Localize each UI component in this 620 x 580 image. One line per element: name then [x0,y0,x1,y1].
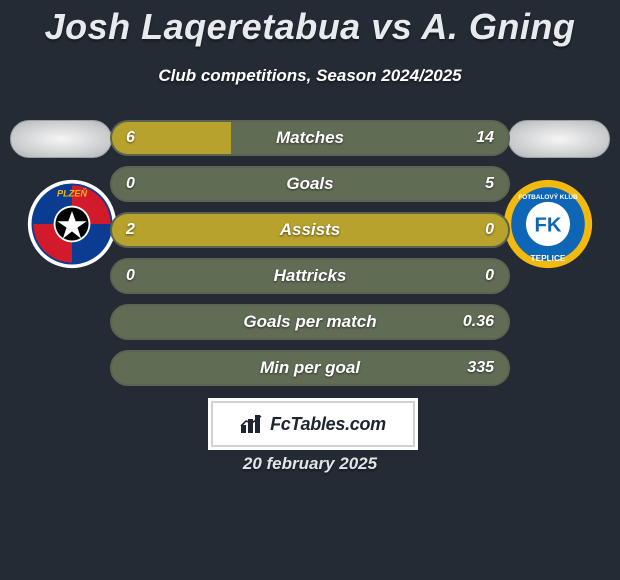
stat-label: Goals per match [112,306,508,338]
stat-label: Matches [112,122,508,154]
player2-avatar-slot [508,120,610,158]
stat-label: Goals [112,168,508,200]
page-title: Josh Laqeretabua vs A. Gning [0,0,620,48]
branding-box: FcTables.com [208,398,418,450]
stat-row: 0 Hattricks 0 [110,258,510,294]
stat-row: 2 Assists 0 [110,212,510,248]
stat-value-p2: 0.36 [463,306,494,338]
stat-row: Min per goal 335 [110,350,510,386]
player2-club-crest: FK FOTBALOVÝ KLUB TEPLICE [502,178,594,270]
stat-value-p2: 5 [485,168,494,200]
stat-label: Assists [112,214,508,246]
stat-row: 0 Goals 5 [110,166,510,202]
player1-club-crest: PLZEŇ [26,178,118,270]
svg-text:TEPLICE: TEPLICE [531,254,566,263]
page-subtitle: Club competitions, Season 2024/2025 [0,66,620,86]
player1-avatar-slot [10,120,112,158]
stat-value-p2: 0 [485,260,494,292]
stat-label: Hattricks [112,260,508,292]
svg-text:FOTBALOVÝ KLUB: FOTBALOVÝ KLUB [518,192,578,201]
stat-bars: 6 Matches 14 0 Goals 5 2 Assists 0 0 Hat… [110,120,510,396]
footer-date: 20 february 2025 [0,454,620,474]
branding-label: FcTables.com [270,414,386,435]
svg-text:FK: FK [535,214,562,236]
fctables-logo-icon [240,415,264,433]
stat-row: 6 Matches 14 [110,120,510,156]
stat-value-p2: 335 [467,352,494,384]
svg-text:PLZEŇ: PLZEŇ [57,187,87,198]
stat-label: Min per goal [112,352,508,384]
stat-value-p2: 0 [485,214,494,246]
stat-value-p2: 14 [476,122,494,154]
comparison-infographic: Josh Laqeretabua vs A. Gning Club compet… [0,0,620,580]
stat-row: Goals per match 0.36 [110,304,510,340]
